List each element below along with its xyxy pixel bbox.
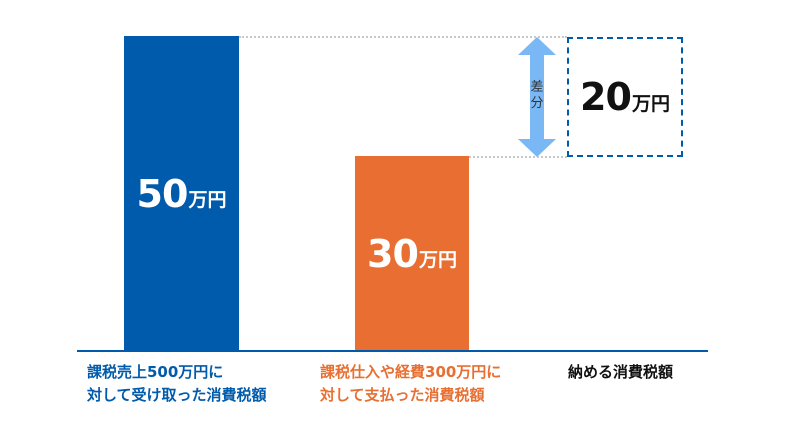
difference-arrow-icon bbox=[518, 37, 556, 157]
middle-guide-line bbox=[469, 156, 567, 158]
difference-arrow-label: 差分 bbox=[530, 80, 544, 111]
paid-tax-label-line2: 対して支払った消費税額 bbox=[320, 386, 485, 404]
difference-unit: 万円 bbox=[631, 92, 670, 115]
received-tax-label-line1: 課税売上500万円に bbox=[87, 363, 224, 381]
received-tax-unit: 万円 bbox=[188, 189, 227, 211]
received-tax-bar: 50 万円 bbox=[124, 36, 239, 351]
paid-tax-unit: 万円 bbox=[418, 249, 457, 271]
paid-tax-label-line1: 課税仕入や経費300万円に bbox=[320, 363, 502, 381]
paid-tax-bar: 30 万円 bbox=[355, 156, 469, 351]
paid-tax-value: 30 bbox=[367, 231, 419, 276]
paid-tax-label: 課税仕入や経費300万円に 対して支払った消費税額 bbox=[320, 361, 501, 407]
received-tax-label: 課税売上500万円に 対して受け取った消費税額 bbox=[87, 361, 267, 407]
received-tax-value: 50 bbox=[136, 171, 189, 216]
baseline bbox=[77, 350, 708, 352]
difference-value: 20 bbox=[580, 75, 632, 119]
tax-payable-label: 納める消費税額 bbox=[568, 363, 674, 381]
difference-box: 20 万円 bbox=[567, 37, 683, 157]
received-tax-label-line2: 対して受け取った消費税額 bbox=[87, 386, 267, 404]
top-guide-line bbox=[239, 36, 567, 38]
